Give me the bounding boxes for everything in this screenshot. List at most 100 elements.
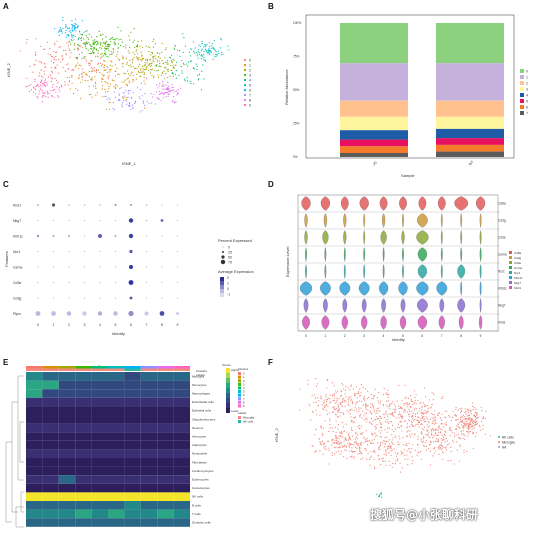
violin <box>320 281 331 296</box>
tsne-point <box>81 46 83 48</box>
axis-label-y: Expression Level <box>285 246 290 277</box>
tsne-point <box>172 99 174 101</box>
legend-label: NK cells <box>502 436 514 440</box>
tsne-points <box>298 378 491 498</box>
tsne-point <box>329 423 331 426</box>
tsne-point <box>444 435 446 437</box>
tsne-point <box>387 400 389 402</box>
tsne-point <box>391 434 393 436</box>
heatmap-cell <box>42 423 59 433</box>
tsne-point <box>110 41 112 43</box>
dendrogram-branch <box>11 401 18 513</box>
tsne-point <box>167 70 169 72</box>
tsne-point <box>378 430 380 432</box>
heatmap-cell <box>124 518 141 527</box>
tsne-point <box>463 425 465 427</box>
tsne-point <box>129 46 131 48</box>
tsne-point <box>124 73 126 75</box>
tsne-point <box>153 38 155 41</box>
tsne-point <box>34 80 36 83</box>
tsne-point <box>92 49 94 51</box>
tsne-point <box>391 424 394 427</box>
tsne-point <box>171 73 173 75</box>
tsne-point <box>422 438 424 440</box>
tsne-point <box>381 457 383 460</box>
cluster-annotation <box>108 366 125 369</box>
tsne-point <box>75 18 77 20</box>
scale-tick-label: Lower <box>231 409 239 413</box>
tsne-point <box>177 92 179 95</box>
tsne-point <box>433 452 435 454</box>
tsne-point <box>137 70 140 72</box>
tsne-point <box>147 64 149 66</box>
tsne-point <box>335 420 337 422</box>
tsne-point <box>146 62 148 64</box>
tsne-point <box>172 75 175 77</box>
tsne-point <box>161 92 163 94</box>
tsne-point <box>421 417 424 419</box>
tsne-point <box>374 432 376 434</box>
tsne-point <box>336 437 338 439</box>
tsne-point <box>89 63 92 65</box>
row-dendrogram <box>5 375 24 528</box>
tsne-point <box>186 80 189 82</box>
tsne-point <box>110 60 112 62</box>
tsne-point <box>119 44 121 47</box>
tsne-point <box>86 74 88 76</box>
tsne-point <box>421 428 423 430</box>
legend-swatch <box>509 281 512 284</box>
tsne-point <box>35 88 37 90</box>
tsne-point <box>360 444 362 446</box>
heatmap-cell <box>124 423 141 433</box>
tsne-point <box>55 51 57 54</box>
tsne-point <box>437 440 439 442</box>
tsne-point <box>425 405 427 407</box>
heatmap-cell <box>173 372 190 381</box>
heatmap-cell <box>75 483 92 493</box>
tsne-point <box>322 427 324 429</box>
tsne-point <box>90 46 92 48</box>
tsne-point <box>97 43 99 45</box>
tsne-point <box>87 49 89 51</box>
tsne-point <box>201 55 203 57</box>
tsne-point <box>378 392 380 394</box>
tsne-point <box>331 427 333 429</box>
tsne-point <box>432 420 434 422</box>
tsne-point <box>470 411 472 413</box>
tsne-point <box>86 43 89 45</box>
tsne-point <box>143 73 145 76</box>
tsne-point <box>417 438 419 440</box>
tsne-point <box>348 436 351 438</box>
panel-letter-c: C <box>3 180 9 189</box>
tsne-point <box>169 75 171 77</box>
clusters-legend-label: 8 <box>243 400 245 404</box>
expression-dot <box>82 311 87 316</box>
heatmap-cell <box>140 423 158 433</box>
tsne-point <box>423 404 425 406</box>
tsne-point <box>382 460 384 462</box>
heatmap-cell <box>26 483 43 493</box>
legend-swatch <box>520 81 524 85</box>
tsne-point <box>337 424 339 426</box>
tsne-point <box>78 74 80 76</box>
heatmap-cell <box>75 440 92 450</box>
tsne-point <box>139 98 141 100</box>
tsne-point <box>141 71 143 73</box>
tsne-point <box>471 419 474 421</box>
tsne-point <box>144 63 146 66</box>
tsne-point <box>360 452 362 454</box>
tsne-point <box>379 410 381 412</box>
tsne-point <box>101 63 104 65</box>
tsne-point <box>354 395 356 397</box>
tsne-point <box>365 440 367 442</box>
heatmap-cell <box>124 380 141 390</box>
tsne-point <box>432 437 434 439</box>
tsne-point <box>164 92 166 94</box>
tsne-point <box>38 90 41 92</box>
tsne-point <box>361 425 363 427</box>
tsne-point <box>68 35 70 37</box>
tsne-point <box>127 73 129 75</box>
tsne-point <box>110 68 112 70</box>
tsne-point <box>210 47 212 49</box>
